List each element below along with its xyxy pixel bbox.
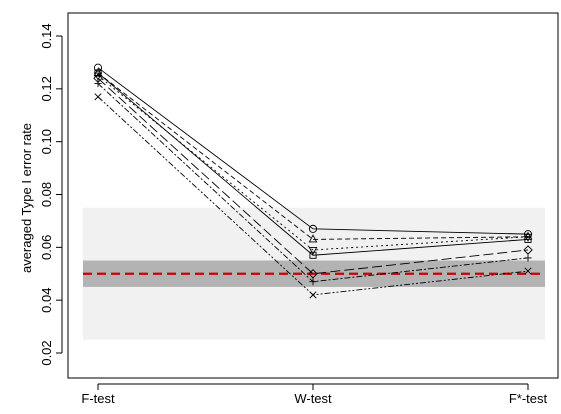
marker-triangle-up [308, 234, 318, 243]
series-line [97, 77, 529, 275]
y-tick-label: 0.12 [39, 76, 54, 101]
marker-circle [93, 63, 103, 72]
y-tick-label: 0.10 [39, 129, 54, 154]
series-line [97, 72, 529, 240]
marker-diamond [93, 73, 103, 84]
marker-x [94, 93, 102, 101]
series-line [97, 67, 529, 235]
marker-diamond [308, 269, 318, 279]
marker-circle [308, 224, 318, 233]
marker-x [309, 291, 317, 299]
series-line [97, 75, 529, 251]
x-axis: F-test W-test F*-test [81, 383, 548, 406]
y-axis: 0.02 0.04 0.06 0.08 0.10 0.12 0.14 [39, 23, 63, 366]
y-tick-label: 0.02 [39, 340, 54, 365]
series-7 [94, 93, 532, 299]
y-tick-label: 0.04 [39, 288, 54, 313]
x-tick-label: W-test [294, 391, 332, 406]
reference-bands [83, 207, 545, 340]
x-tick-label: F*-test [509, 391, 548, 406]
y-axis-title: averaged Type I error rate [19, 123, 34, 273]
marker-plus [309, 278, 317, 286]
x-tick-label: F-test [81, 391, 115, 406]
marker-square [94, 69, 102, 77]
marker-triangle-down [523, 233, 533, 242]
series-group [93, 63, 533, 299]
marker-square [309, 251, 317, 259]
y-tick-label: 0.08 [39, 182, 54, 207]
marker-plus [94, 79, 102, 88]
series-4 [94, 69, 532, 259]
marker-square [524, 235, 532, 243]
marker-triangle-down [308, 247, 318, 256]
marker-x [524, 267, 532, 275]
series-6 [93, 73, 533, 279]
marker-diamond [523, 245, 533, 255]
y-tick-label: 0.06 [39, 235, 54, 260]
plot-frame [67, 12, 559, 379]
series-line [97, 72, 529, 256]
marker-plus [524, 254, 532, 262]
series-5 [94, 79, 532, 286]
marker-triangle-up [93, 67, 103, 76]
y-tick-label: 0.14 [39, 23, 54, 48]
